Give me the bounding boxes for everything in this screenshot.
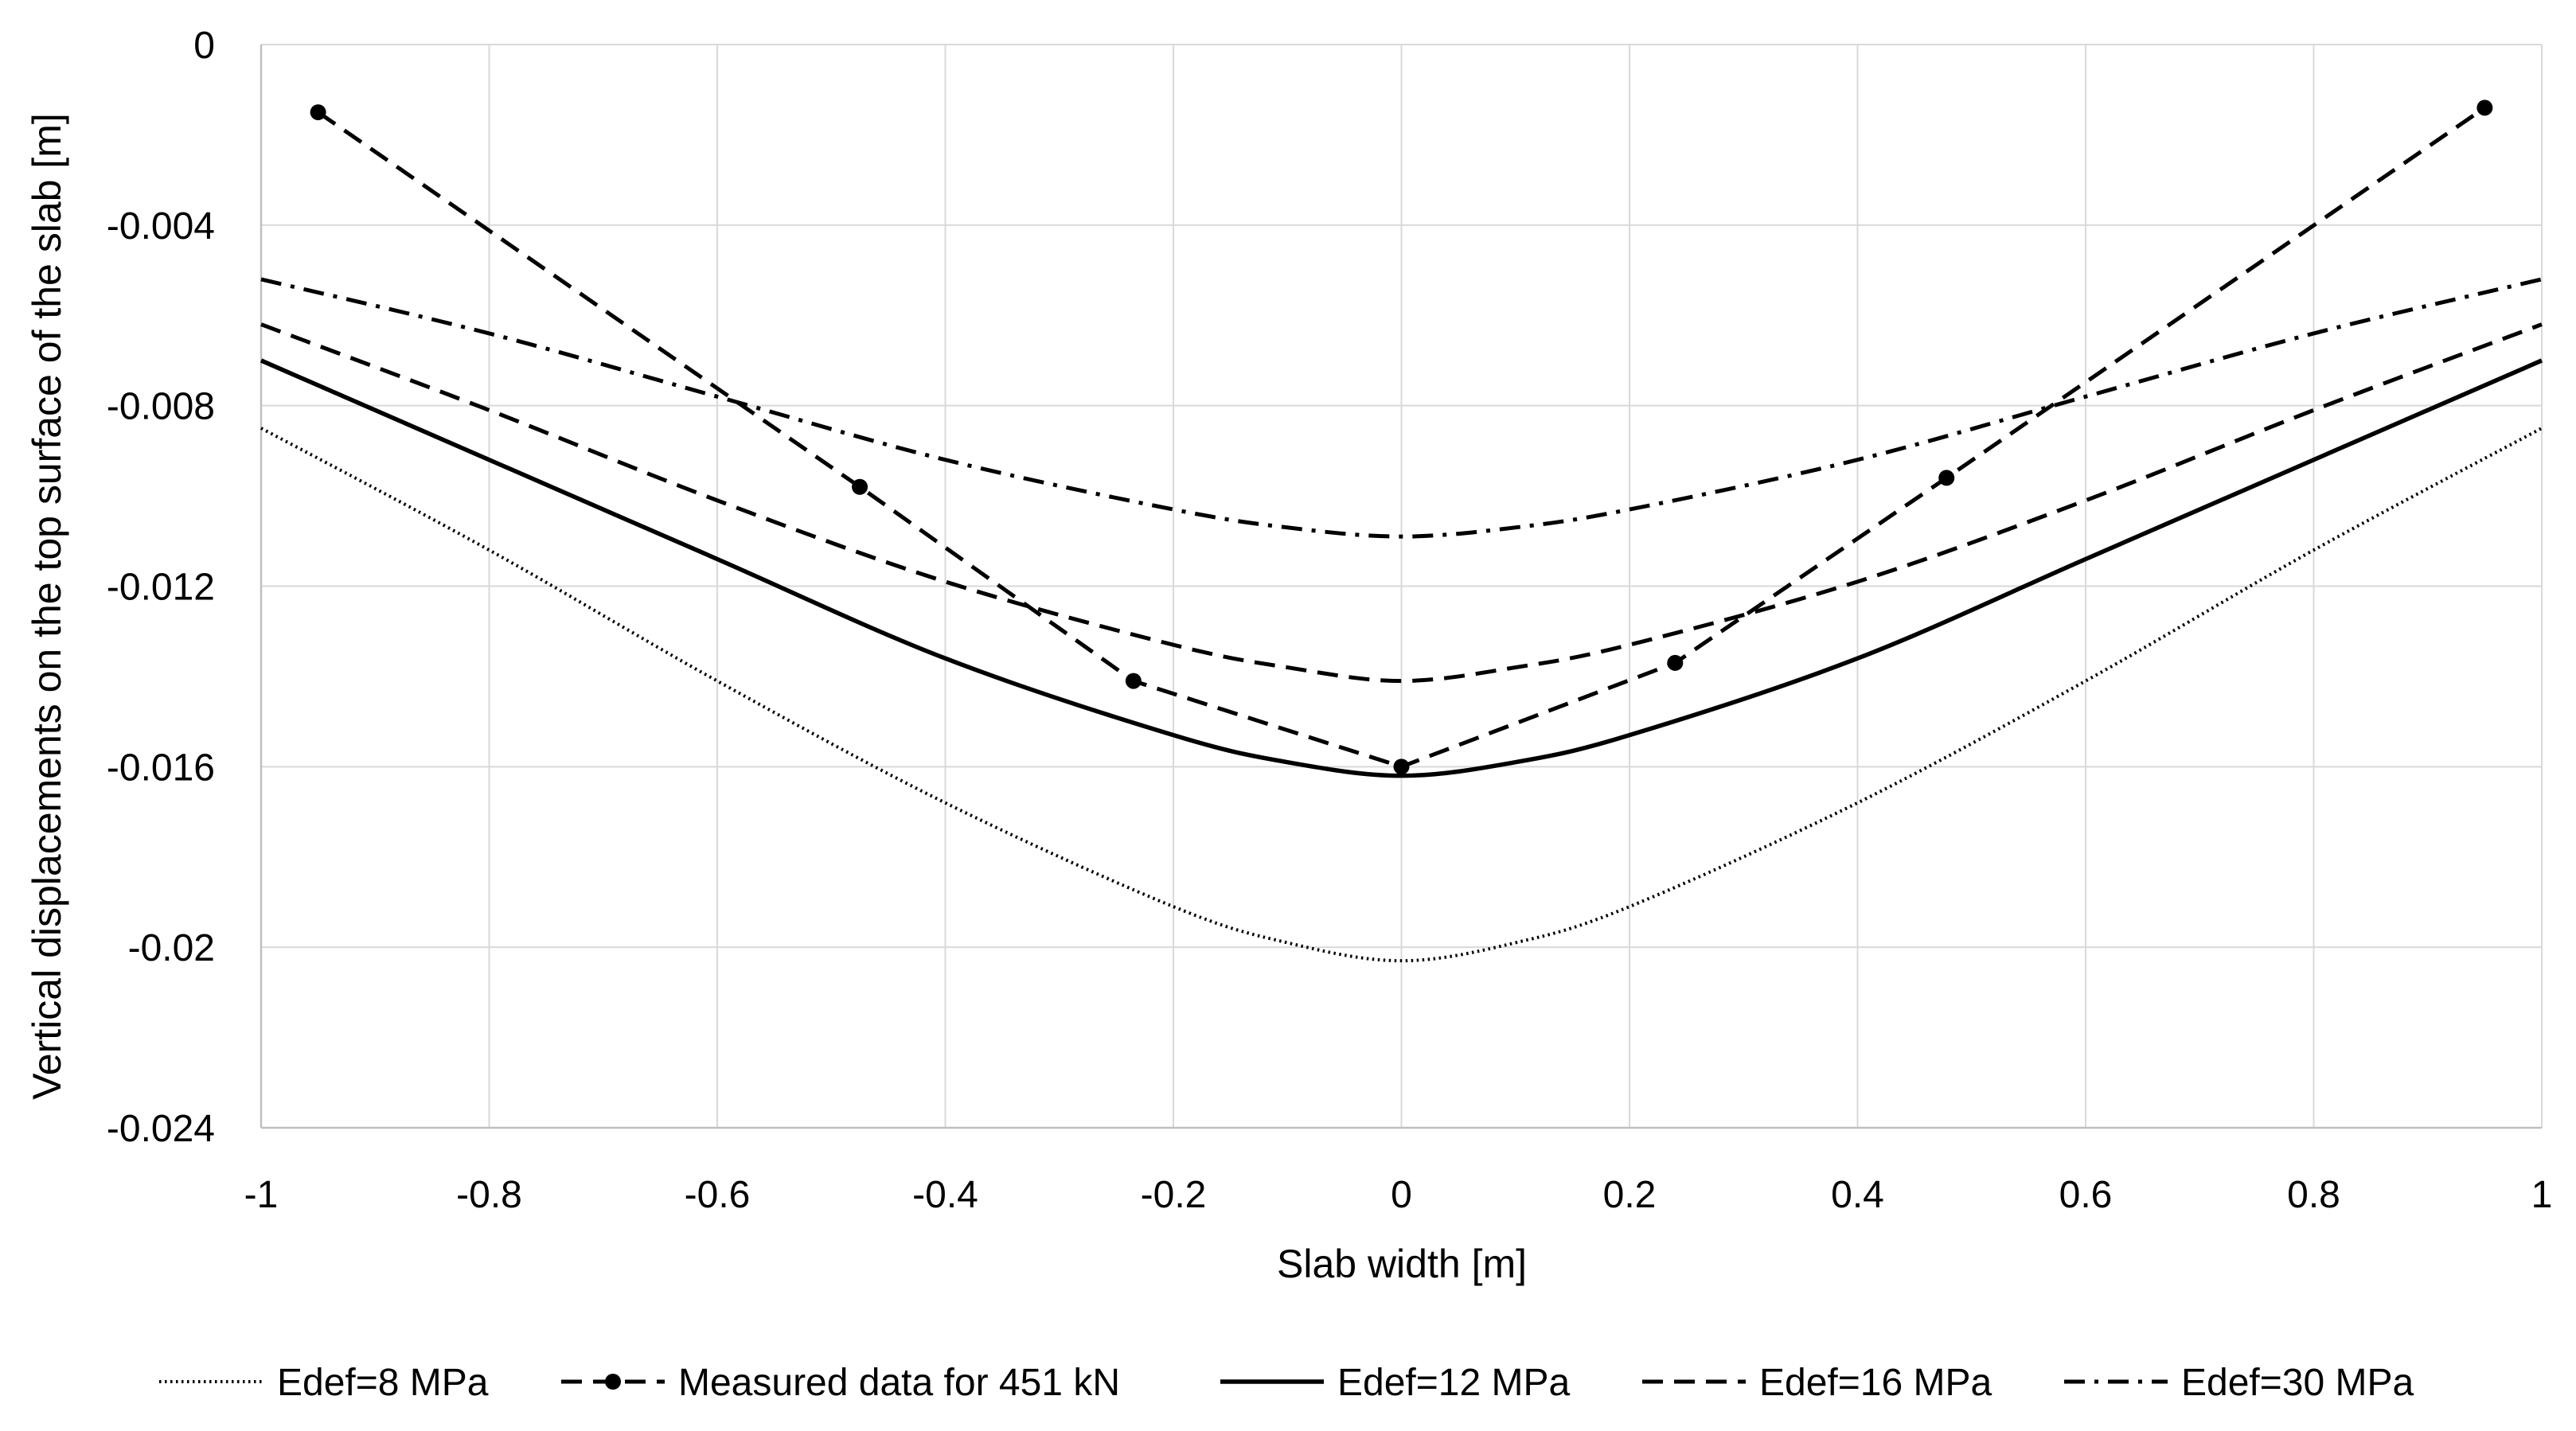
series-lines	[260, 99, 2543, 963]
y-tick-label: -0.016	[107, 747, 215, 789]
tick-labels: -1 -0.8 -0.6 -0.4 -0.2 0 0.2 0.4 0.6 0.8 1 0 -0.004 -…	[107, 25, 2552, 1216]
data-point-measured-data-for-451-kn	[1667, 654, 1684, 671]
data-point-measured-data-for-451-kn	[1938, 470, 1955, 486]
legend-label: Edef=16 MPa	[1759, 1362, 1992, 1404]
legend-label: Measured data for 451 kN	[678, 1362, 1120, 1404]
axes	[260, 45, 2542, 1129]
data-point-measured-data-for-451-kn	[1125, 673, 1142, 689]
legend-item: Edef=12 MPa	[1220, 1362, 1571, 1404]
y-tick-label: -0.004	[107, 205, 215, 248]
y-tick-label: -0.012	[107, 567, 215, 609]
x-tick-label: -0.8	[456, 1174, 522, 1216]
legend-item: Edef=8 MPa	[159, 1362, 489, 1404]
y-tick-label: -0.024	[107, 1108, 215, 1150]
data-point-measured-data-for-451-kn	[1393, 758, 1410, 775]
data-point-measured-data-for-451-kn	[2476, 99, 2493, 116]
x-tick-label: 0.6	[2059, 1174, 2113, 1216]
legend: Edef=8 MPa Measured data for 451 kN Edef=1…	[159, 1362, 2414, 1404]
y-tick-label: -0.008	[107, 386, 215, 428]
x-tick-label: -1	[244, 1174, 279, 1216]
y-tick-label: -0.02	[128, 927, 215, 969]
data-point-measured-data-for-451-kn	[310, 104, 326, 121]
series-line-edef-12-mpa	[260, 358, 2543, 778]
x-tick-label: -0.6	[685, 1174, 751, 1216]
series-line-edef-16-mpa	[260, 322, 2543, 684]
x-tick-label: 0	[1391, 1174, 1412, 1216]
x-tick-label: -0.4	[912, 1174, 978, 1216]
legend-label: Edef=8 MPa	[277, 1362, 489, 1404]
series-line-edef-8-mpa	[260, 427, 2543, 963]
x-tick-label: 1	[2531, 1174, 2553, 1216]
x-tick-label: 0.4	[1831, 1174, 1884, 1216]
legend-marker	[605, 1374, 621, 1390]
y-tick-label: 0	[193, 25, 215, 67]
series-line-edef-30-mpa	[260, 277, 2543, 539]
x-tick-label: 0.2	[1603, 1174, 1657, 1216]
x-tick-label: 0.8	[2287, 1174, 2340, 1216]
gridlines	[260, 44, 2543, 1129]
legend-label: Edef=30 MPa	[2181, 1362, 2414, 1404]
x-tick-label: -0.2	[1141, 1174, 1207, 1216]
x-axis-title: Slab width [m]	[1277, 1242, 1527, 1286]
legend-item: Edef=30 MPa	[2064, 1362, 2414, 1404]
y-axis-title: Vertical displacements on the top surfac…	[25, 113, 69, 1100]
legend-label: Edef=12 MPa	[1337, 1362, 1571, 1404]
legend-item: Edef=16 MPa	[1642, 1362, 1992, 1404]
legend-item: Measured data for 451 kN	[561, 1362, 1120, 1404]
data-point-measured-data-for-451-kn	[852, 478, 868, 495]
